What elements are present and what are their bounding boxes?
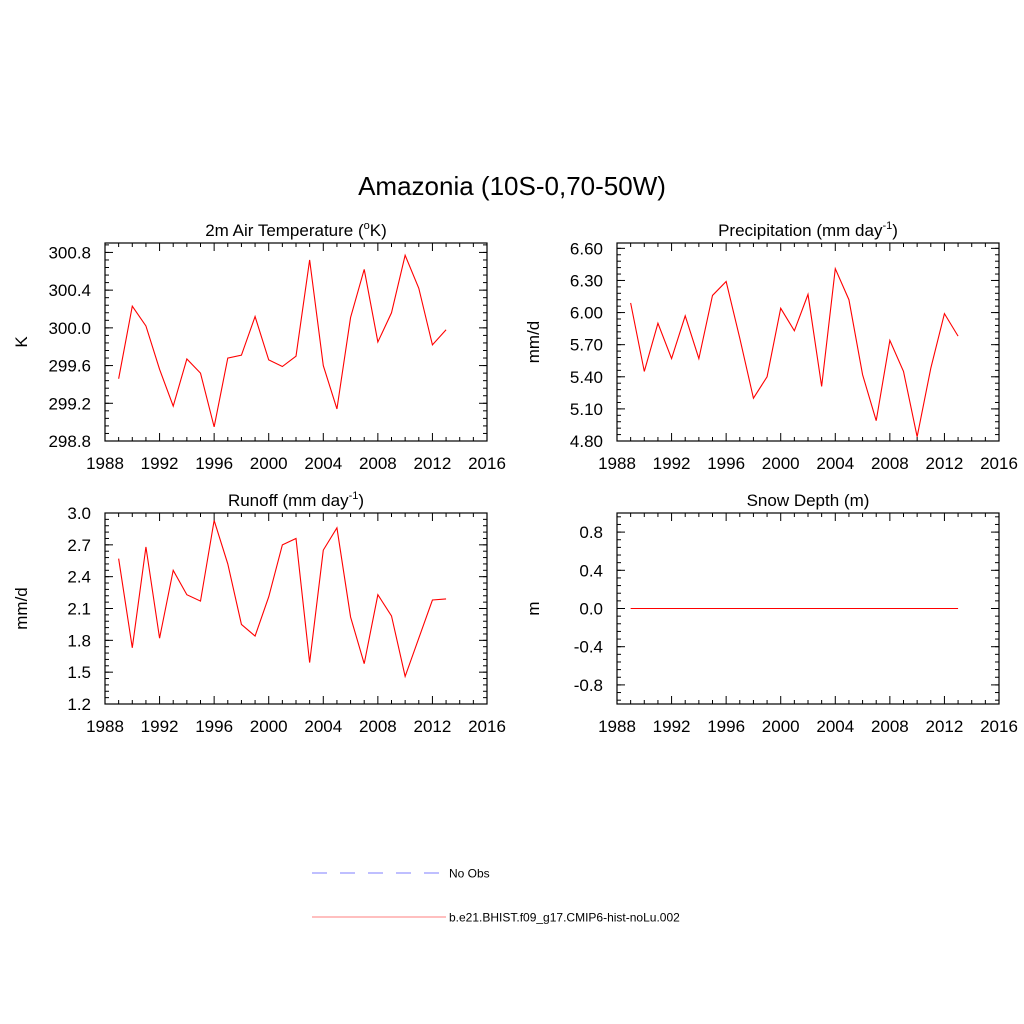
y-tick-label: 299.6 xyxy=(48,357,91,376)
panel-title-superscript: -1 xyxy=(349,490,359,502)
panel-title-superscript: o xyxy=(364,220,370,232)
panels: 2m Air Temperature (oK) K 1988 1992 1996 2000… xyxy=(12,220,1018,736)
x-tick-label: 2008 xyxy=(871,454,909,473)
plot-frame-runoff xyxy=(104,512,488,705)
x-tick-label: 2012 xyxy=(414,717,452,736)
y-tick-label: 6.00 xyxy=(570,304,603,323)
x-tick-label: 2004 xyxy=(304,454,342,473)
legend-label-model: b.e21.BHIST.f09_g17.CMIP6-hist-noLu.002 xyxy=(449,911,680,925)
y-tick-label: 3.0 xyxy=(67,504,91,523)
figure-title: Amazonia (10S-0,70-50W) xyxy=(358,171,666,201)
x-tick-label: 1992 xyxy=(141,454,179,473)
y-tick-label: 2.4 xyxy=(67,568,91,587)
x-tick-label: 1988 xyxy=(86,717,124,736)
x-tick-label: 1996 xyxy=(195,454,233,473)
panel-title-end: ) xyxy=(358,491,364,510)
y-tick-label: 1.2 xyxy=(67,695,91,714)
legend: No Obs b.e21.BHIST.f09_g17.CMIP6-hist-no… xyxy=(312,867,680,925)
y-tick-label: 6.30 xyxy=(570,271,603,290)
y-tick-label: 298.8 xyxy=(48,432,91,451)
y-tick-label: 5.40 xyxy=(570,368,603,387)
panel-runoff: Runoff (mm day-1) mm/d 1988 1992 1996 2000 200… xyxy=(12,490,506,736)
x-tick-label: 2016 xyxy=(468,454,506,473)
x-tick-label: 2008 xyxy=(871,717,909,736)
plot-frame-snow-depth xyxy=(616,512,1000,705)
y-tick-label: 2.7 xyxy=(67,536,91,555)
x-tick-label: 2004 xyxy=(816,717,854,736)
x-tick-label: 1996 xyxy=(707,454,745,473)
y-tick-label: 0.4 xyxy=(579,561,603,580)
panel-title-text: Precipitation (mm day xyxy=(718,221,883,240)
y-tick-label: 4.80 xyxy=(570,432,603,451)
series-line-temperature xyxy=(118,253,447,427)
y-tick-label: 1.5 xyxy=(67,663,91,682)
y-axis-label-temperature: K xyxy=(12,336,31,348)
y-tick-label: 6.60 xyxy=(570,239,603,258)
panel-title-runoff: Runoff (mm day-1) xyxy=(228,490,364,510)
x-tick-label: 2012 xyxy=(414,454,452,473)
x-tick-label: 1996 xyxy=(195,717,233,736)
panel-title-end: K) xyxy=(370,221,387,240)
x-tick-label: 2008 xyxy=(359,454,397,473)
x-tick-label: 1992 xyxy=(653,454,691,473)
y-tick-label: 5.70 xyxy=(570,336,603,355)
x-tick-label: 2004 xyxy=(304,717,342,736)
panel-title-snow-depth: Snow Depth (m) xyxy=(747,491,870,510)
y-tick-label: 0.8 xyxy=(579,523,603,542)
panel-title-precipitation: Precipitation (mm day-1) xyxy=(718,220,898,240)
x-tick-label: 2012 xyxy=(926,454,964,473)
x-tick-label: 1996 xyxy=(707,717,745,736)
x-tick-label: 2012 xyxy=(926,717,964,736)
x-tick-label: 1988 xyxy=(598,454,636,473)
y-tick-label: 300.0 xyxy=(48,319,91,338)
x-tick-label: 1988 xyxy=(86,454,124,473)
plot-frame-temperature xyxy=(104,242,488,442)
y-tick-label: 0.0 xyxy=(579,600,603,619)
y-tick-label: -0.8 xyxy=(574,676,603,695)
panel-title-text: Runoff (mm day xyxy=(228,491,349,510)
plot-frame-precipitation xyxy=(616,242,1000,442)
y-tick-label: -0.4 xyxy=(574,638,603,657)
y-tick-label: 5.10 xyxy=(570,400,603,419)
panel-title-end: ) xyxy=(892,221,898,240)
panel-title-temperature: 2m Air Temperature (oK) xyxy=(205,220,387,240)
x-tick-label: 1992 xyxy=(653,717,691,736)
panel-temperature: 2m Air Temperature (oK) K 1988 1992 1996 2000… xyxy=(12,220,506,473)
y-tick-label: 300.4 xyxy=(48,281,91,300)
panel-title-superscript: -1 xyxy=(882,220,892,232)
y-tick-label: 1.8 xyxy=(67,631,91,650)
series-line-runoff xyxy=(118,520,447,679)
x-tick-label: 1988 xyxy=(598,717,636,736)
y-tick-label: 2.1 xyxy=(67,600,91,619)
x-tick-label: 2004 xyxy=(816,454,854,473)
panel-snow-depth: Snow Depth (m) m 1988 1992 1996 2000 2004 2008 2… xyxy=(524,491,1018,736)
panel-precipitation: Precipitation (mm day-1) mm/d 1988 1992 1996… xyxy=(524,220,1018,473)
x-tick-label: 2008 xyxy=(359,717,397,736)
legend-label-no-obs: No Obs xyxy=(449,867,490,881)
x-tick-label: 2016 xyxy=(980,454,1018,473)
panel-title-text: 2m Air Temperature ( xyxy=(205,221,364,240)
y-axis-label-precipitation: mm/d xyxy=(524,321,543,364)
x-tick-label: 2016 xyxy=(468,717,506,736)
x-tick-label: 2000 xyxy=(762,454,800,473)
y-tick-label: 300.8 xyxy=(48,243,91,262)
x-tick-label: 2000 xyxy=(250,454,288,473)
x-tick-label: 2000 xyxy=(762,717,800,736)
y-tick-label: 299.2 xyxy=(48,394,91,413)
x-tick-label: 2000 xyxy=(250,717,288,736)
panel-title-text: Snow Depth (m) xyxy=(747,491,870,510)
x-tick-label: 1992 xyxy=(141,717,179,736)
y-axis-label-runoff: mm/d xyxy=(12,587,31,630)
x-tick-label: 2016 xyxy=(980,717,1018,736)
series-line-precipitation xyxy=(630,266,959,437)
y-axis-label-snow-depth: m xyxy=(524,601,543,615)
